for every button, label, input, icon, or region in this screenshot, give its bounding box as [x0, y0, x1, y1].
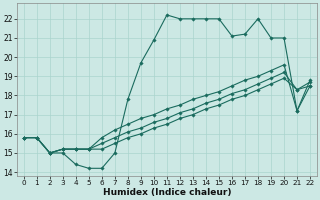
X-axis label: Humidex (Indice chaleur): Humidex (Indice chaleur)	[103, 188, 231, 197]
